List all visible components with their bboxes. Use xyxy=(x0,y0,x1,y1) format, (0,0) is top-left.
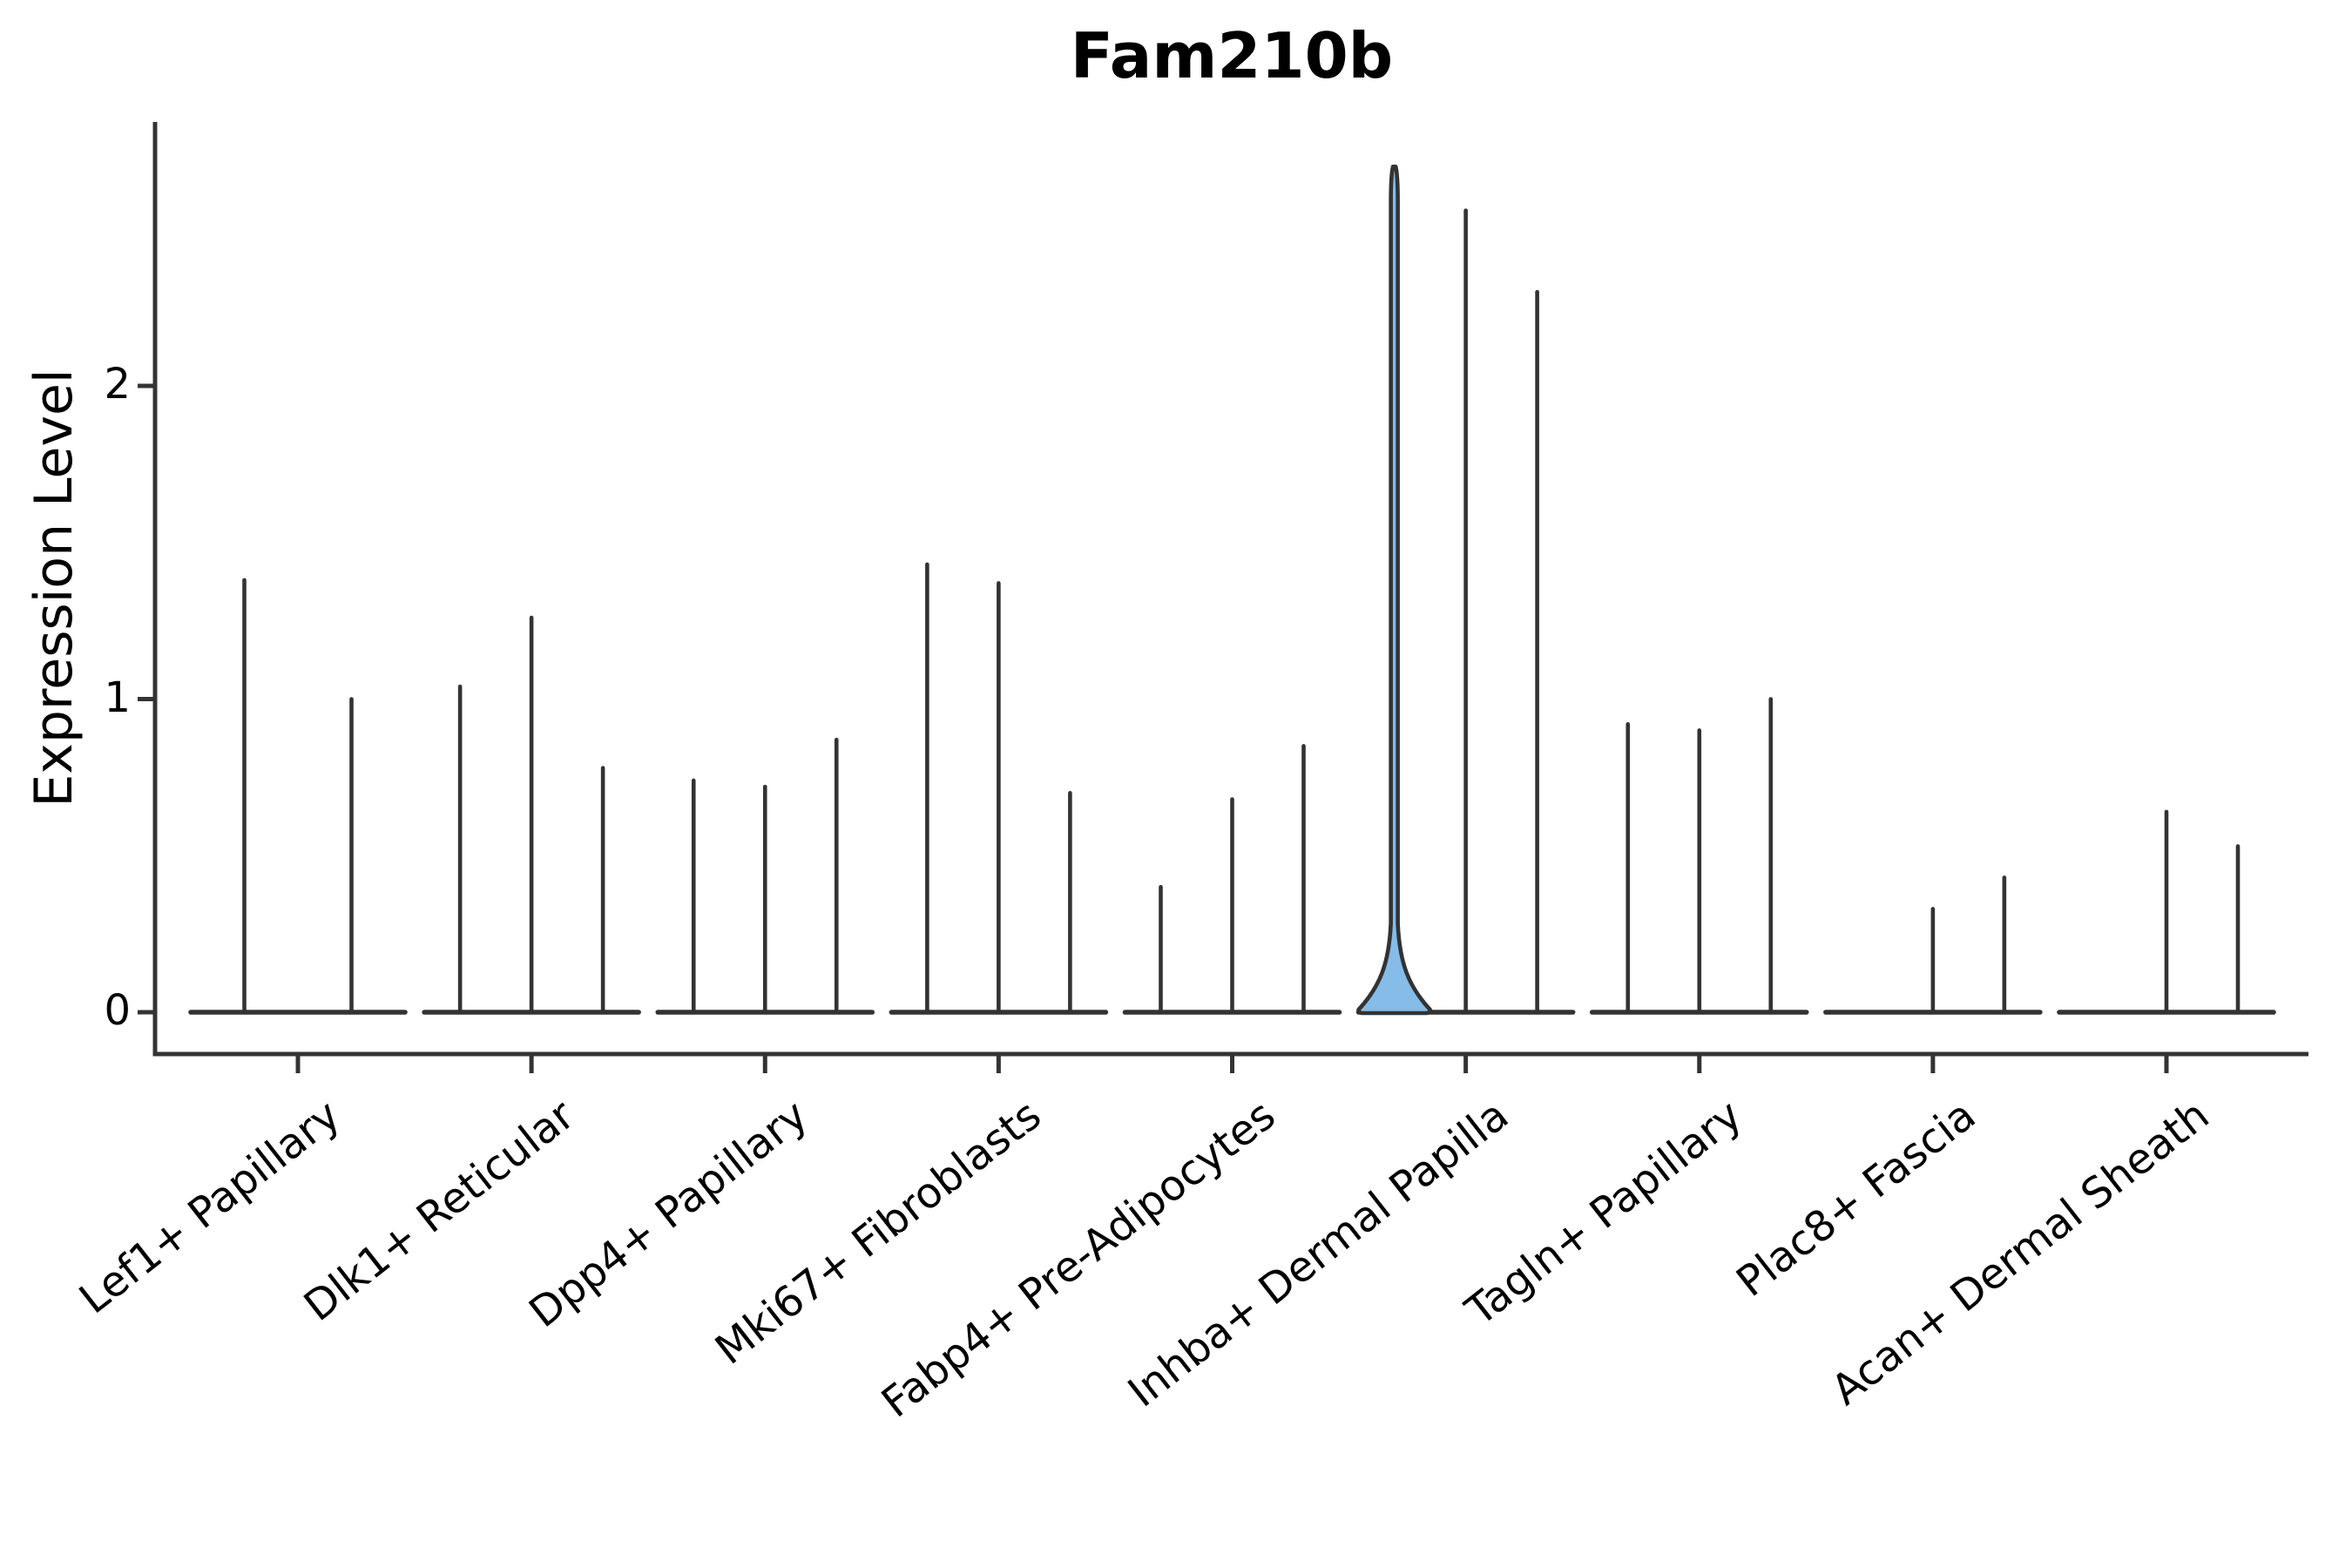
violin-filled-highlight xyxy=(1356,165,1433,1016)
y-tick-label: 2 xyxy=(104,359,131,409)
y-tick-label: 1 xyxy=(104,672,131,722)
y-tick-label: 0 xyxy=(104,985,131,1035)
chart-title: Fam210b xyxy=(1070,19,1394,92)
